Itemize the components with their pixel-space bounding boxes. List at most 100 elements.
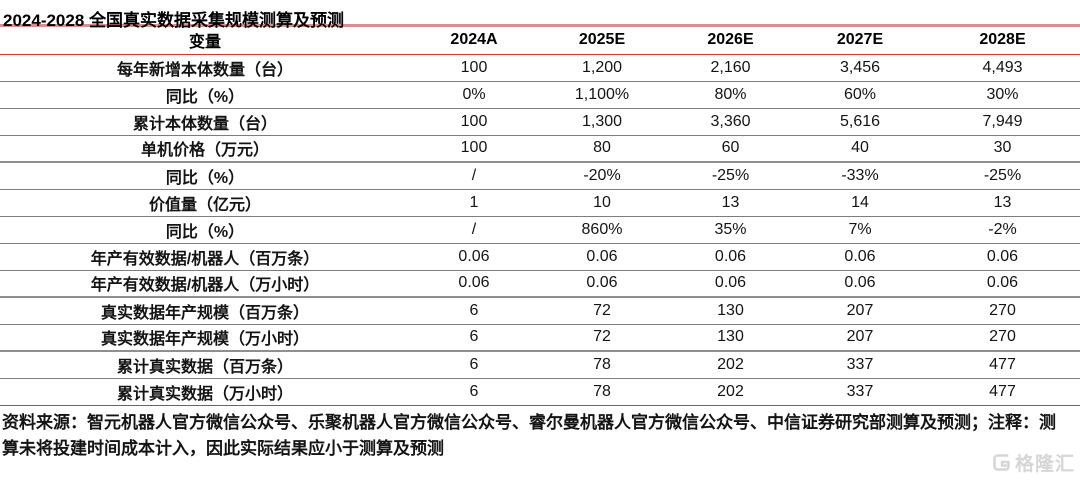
row-label: 累计真实数据（万小时）: [0, 378, 410, 406]
table-row: 累计真实数据（万小时） 6 78 202 337 477: [0, 378, 1080, 406]
header-cell-2026e: 2026E: [666, 27, 795, 55]
cell-value: -25%: [666, 162, 795, 190]
cell-value: 6: [410, 378, 538, 406]
cell-value: 337: [795, 378, 925, 406]
cell-value: 78: [538, 378, 666, 406]
cell-value: 130: [666, 324, 795, 352]
row-label: 年产有效数据/机器人（百万条）: [0, 243, 410, 271]
cell-value: 100: [410, 108, 538, 136]
cell-value: 80%: [666, 81, 795, 109]
cell-value: 860%: [538, 216, 666, 244]
watermark-label: 格隆汇: [1014, 454, 1075, 475]
cell-value: 35%: [666, 216, 795, 244]
header-cell-variable: 变量: [0, 27, 410, 55]
header-cell-2025e: 2025E: [538, 27, 666, 55]
row-label: 累计真实数据（百万条）: [0, 351, 410, 379]
table-body: 每年新增本体数量（台） 100 1,200 2,160 3,456 4,493 同比（%） 0…: [0, 54, 1080, 406]
gelonghui-watermark: 格隆汇: [991, 449, 1075, 476]
cell-value: 2,160: [666, 54, 795, 82]
data-table: 变量 2024A 2025E 2026E 2027E 2028E 每年新增本体数…: [0, 27, 1080, 406]
cell-value: 0.06: [795, 270, 925, 298]
table-row: 年产有效数据/机器人（万小时） 0.06 0.06 0.06 0.06 0.06: [0, 270, 1080, 298]
cell-value: 477: [925, 351, 1080, 379]
cell-value: 202: [666, 351, 795, 379]
header-cell-2028e: 2028E: [925, 27, 1080, 55]
cell-value: 0.06: [666, 270, 795, 298]
cell-value: 477: [925, 378, 1080, 406]
table-row: 真实数据年产规模（万小时） 6 72 130 207 270: [0, 324, 1080, 352]
cell-value: 1,300: [538, 108, 666, 136]
cell-value: 13: [666, 189, 795, 217]
table-row: 年产有效数据/机器人（百万条） 0.06 0.06 0.06 0.06 0.06: [0, 243, 1080, 271]
source-note-line-1: 资料来源：智元机器人官方微信公众号、乐聚机器人官方微信公众号、睿尔曼机器人官方微…: [2, 412, 1056, 432]
title-bar: 2024-2028 全国真实数据采集规模测算及预测: [0, 0, 1080, 30]
header-cell-2024a: 2024A: [410, 27, 538, 55]
row-label: 价值量（亿元）: [0, 189, 410, 217]
row-label: 真实数据年产规模（百万条）: [0, 297, 410, 325]
row-label: 每年新增本体数量（台）: [0, 54, 410, 82]
table-row: 同比（%） / -20% -25% -33% -25%: [0, 162, 1080, 190]
cell-value: 0.06: [666, 243, 795, 271]
row-label: 同比（%）: [0, 216, 410, 244]
cell-value: 1,200: [538, 54, 666, 82]
gelonghui-logo-icon: [991, 452, 1012, 473]
cell-value: 7,949: [925, 108, 1080, 136]
cell-value: 10: [538, 189, 666, 217]
table-header: 变量 2024A 2025E 2026E 2027E 2028E: [0, 27, 1080, 55]
cell-value: 13: [925, 189, 1080, 217]
table-row: 每年新增本体数量（台） 100 1,200 2,160 3,456 4,493: [0, 54, 1080, 82]
cell-value: 4,493: [925, 54, 1080, 82]
cell-value: 0.06: [410, 243, 538, 271]
cell-value: 80: [538, 135, 666, 163]
row-label: 单机价格（万元）: [0, 135, 410, 163]
cell-value: 270: [925, 297, 1080, 325]
cell-value: /: [410, 162, 538, 190]
cell-value: 3,360: [666, 108, 795, 136]
cell-value: 78: [538, 351, 666, 379]
row-label: 同比（%）: [0, 81, 410, 109]
cell-value: 30%: [925, 81, 1080, 109]
cell-value: 100: [410, 135, 538, 163]
table-row: 累计真实数据（百万条） 6 78 202 337 477: [0, 351, 1080, 379]
cell-value: 270: [925, 324, 1080, 352]
cell-value: 40: [795, 135, 925, 163]
cell-value: 0%: [410, 81, 538, 109]
cell-value: -33%: [795, 162, 925, 190]
cell-value: 1,100%: [538, 81, 666, 109]
cell-value: 337: [795, 351, 925, 379]
row-label: 同比（%）: [0, 162, 410, 190]
cell-value: 207: [795, 324, 925, 352]
cell-value: 60%: [795, 81, 925, 109]
cell-value: 7%: [795, 216, 925, 244]
row-label: 真实数据年产规模（万小时）: [0, 324, 410, 352]
cell-value: 1: [410, 189, 538, 217]
cell-value: -20%: [538, 162, 666, 190]
cell-value: 30: [925, 135, 1080, 163]
cell-value: 6: [410, 297, 538, 325]
table-row: 同比（%）/860% 35% 7% -2%: [0, 216, 1080, 244]
table-row: 真实数据年产规模（百万条） 6 72 130 207 270: [0, 297, 1080, 325]
table-header-row: 变量 2024A 2025E 2026E 2027E 2028E: [0, 27, 1080, 55]
cell-value: 72: [538, 297, 666, 325]
source-note-line-2: 算未将投建时间成本计入，因此实际结果应小于测算及预测: [2, 438, 444, 458]
row-label: 累计本体数量（台）: [0, 108, 410, 136]
cell-value: 60: [666, 135, 795, 163]
cell-value: 14: [795, 189, 925, 217]
cell-value: 100: [410, 54, 538, 82]
cell-value: /: [410, 216, 538, 244]
cell-value: 202: [666, 378, 795, 406]
table-row: 累计本体数量（台） 100 1,300 3,360 5,616 7,949: [0, 108, 1080, 136]
table-row: 单机价格（万元） 100 80 60 40 30: [0, 135, 1080, 163]
cell-value: 0.06: [925, 243, 1080, 271]
cell-value: 130: [666, 297, 795, 325]
cell-value: 3,456: [795, 54, 925, 82]
cell-value: 0.06: [795, 243, 925, 271]
cell-value: -2%: [925, 216, 1080, 244]
page-title: 2024-2028 全国真实数据采集规模测算及预测: [3, 11, 345, 30]
row-label: 年产有效数据/机器人（万小时）: [0, 270, 410, 298]
cell-value: 6: [410, 351, 538, 379]
cell-value: 72: [538, 324, 666, 352]
cell-value: 0.06: [410, 270, 538, 298]
cell-value: 6: [410, 324, 538, 352]
